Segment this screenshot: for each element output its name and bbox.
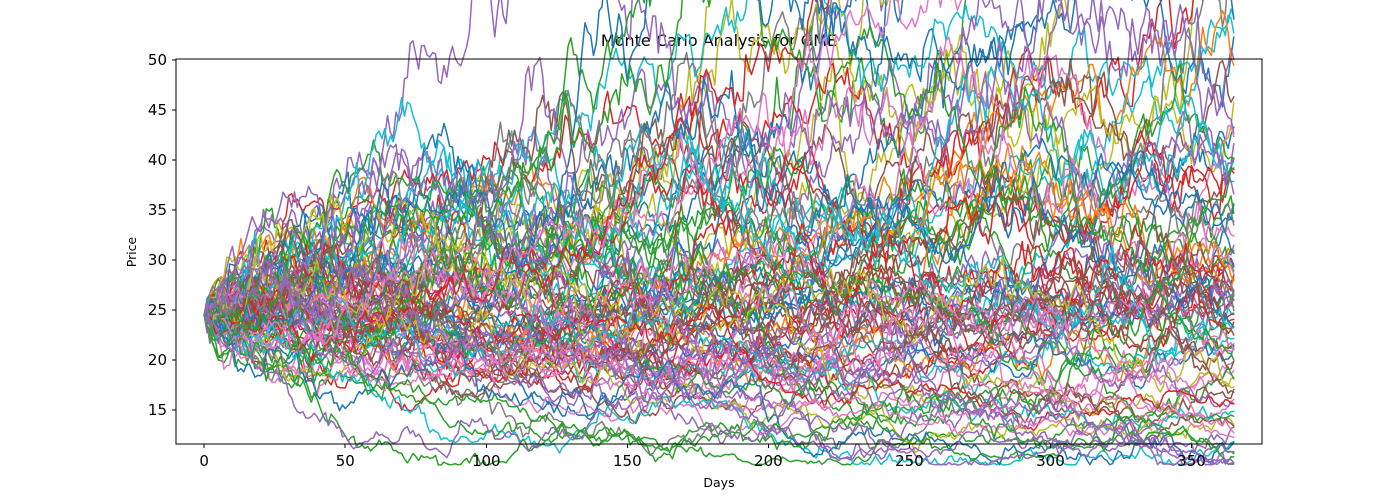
simulation-path xyxy=(203,314,1235,439)
y-tick-label: 50 xyxy=(148,51,167,69)
simulation-path xyxy=(203,0,830,362)
simulation-path xyxy=(203,0,1235,342)
x-tick-label: 350 xyxy=(1177,452,1206,470)
simulation-path xyxy=(203,96,1235,365)
x-tick-label: 150 xyxy=(613,452,642,470)
simulation-paths-layer xyxy=(203,0,1235,466)
y-tick-label: 15 xyxy=(148,401,167,419)
simulation-path xyxy=(203,0,904,337)
axis-ticks: 0 50 100 150 200 250 300 350 15 20 25 30 35 40 45 50 xyxy=(148,51,1206,470)
axes-spine xyxy=(175,58,1263,445)
x-tick-label: 0 xyxy=(199,452,209,470)
simulation-path xyxy=(203,262,1235,432)
y-tick-label: 30 xyxy=(148,251,167,269)
simulation-path xyxy=(203,0,1026,384)
simulation-path xyxy=(203,224,1235,398)
simulation-path xyxy=(203,56,1235,466)
simulation-path xyxy=(203,122,1235,333)
x-tick-label: 100 xyxy=(472,452,501,470)
simulation-path xyxy=(203,171,1235,359)
x-tick-label: 200 xyxy=(754,452,783,470)
axes-frame xyxy=(175,58,1263,445)
simulation-path xyxy=(203,57,1235,343)
simulation-path xyxy=(203,218,1235,442)
y-tick-label: 40 xyxy=(148,151,167,169)
y-tick-label: 45 xyxy=(148,101,167,119)
simulation-path xyxy=(203,201,1235,393)
simulation-path xyxy=(203,314,1235,436)
simulation-path xyxy=(203,308,1235,466)
simulation-path xyxy=(203,8,1235,346)
simulation-path xyxy=(203,266,1235,424)
simulation-path xyxy=(203,0,963,354)
simulation-path xyxy=(203,314,1235,466)
x-axis-label: Days xyxy=(703,475,734,490)
simulation-path xyxy=(203,295,1235,432)
x-tick-label: 300 xyxy=(1036,452,1065,470)
simulation-path xyxy=(203,258,1235,466)
x-tick-label: 250 xyxy=(895,452,924,470)
simulation-path xyxy=(203,243,1235,395)
y-tick-label: 25 xyxy=(148,301,167,319)
y-axis-label: Price xyxy=(124,236,139,267)
y-tick-label: 35 xyxy=(148,201,167,219)
simulation-path xyxy=(203,60,1235,346)
x-tick-label: 50 xyxy=(336,452,355,470)
y-tick-label: 20 xyxy=(148,351,167,369)
simulation-path xyxy=(203,237,1235,459)
simulation-path xyxy=(203,314,1235,466)
simulation-path xyxy=(203,233,1235,393)
